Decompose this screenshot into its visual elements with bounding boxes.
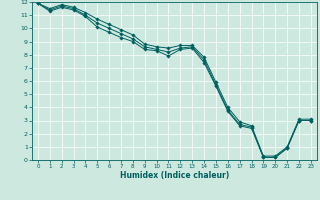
X-axis label: Humidex (Indice chaleur): Humidex (Indice chaleur) — [120, 171, 229, 180]
